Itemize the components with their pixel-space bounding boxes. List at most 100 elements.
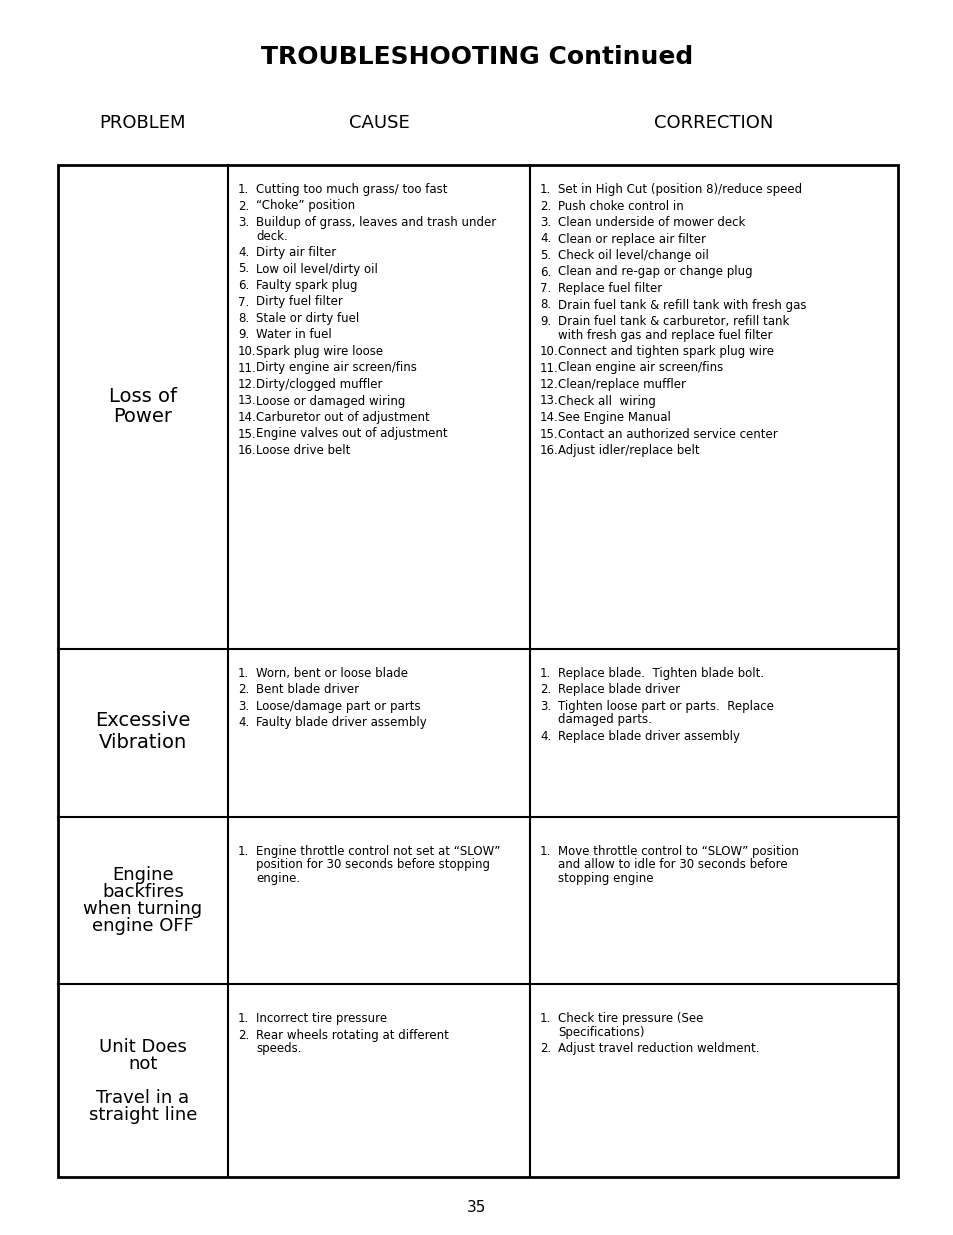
Text: Connect and tighten spark plug wire: Connect and tighten spark plug wire — [558, 345, 773, 358]
Text: Spark plug wire loose: Spark plug wire loose — [255, 345, 383, 358]
Text: 1.: 1. — [539, 183, 551, 196]
Text: Replace fuel filter: Replace fuel filter — [558, 282, 661, 295]
Text: Low oil level/dirty oil: Low oil level/dirty oil — [255, 263, 377, 275]
Text: 4.: 4. — [237, 246, 249, 259]
Text: Stale or dirty fuel: Stale or dirty fuel — [255, 312, 359, 325]
Text: CAUSE: CAUSE — [348, 114, 409, 132]
Text: Carburetor out of adjustment: Carburetor out of adjustment — [255, 411, 429, 424]
Text: 15.: 15. — [237, 427, 256, 441]
Text: Power: Power — [113, 408, 172, 426]
Text: Cutting too much grass/ too fast: Cutting too much grass/ too fast — [255, 183, 447, 196]
Text: 2.: 2. — [237, 683, 249, 697]
Text: Check tire pressure (See: Check tire pressure (See — [558, 1013, 702, 1025]
Bar — [58, 165, 897, 1177]
Text: speeds.: speeds. — [255, 1042, 301, 1056]
Text: Tighten loose part or parts.  Replace: Tighten loose part or parts. Replace — [558, 700, 773, 713]
Text: 5.: 5. — [539, 249, 551, 262]
Text: engine.: engine. — [255, 872, 300, 884]
Text: Clean underside of mower deck: Clean underside of mower deck — [558, 216, 744, 228]
Text: 6.: 6. — [237, 279, 249, 291]
Text: 5.: 5. — [237, 263, 249, 275]
Text: 7.: 7. — [237, 295, 249, 309]
Text: 3.: 3. — [237, 700, 249, 713]
Text: straight line: straight line — [89, 1105, 197, 1124]
Text: damaged parts.: damaged parts. — [558, 714, 651, 726]
Text: CORRECTION: CORRECTION — [654, 114, 773, 132]
Text: 13.: 13. — [539, 394, 558, 408]
Text: Loose drive belt: Loose drive belt — [255, 445, 350, 457]
Text: 2.: 2. — [237, 200, 249, 212]
Text: 3.: 3. — [237, 216, 249, 228]
Text: Dirty fuel filter: Dirty fuel filter — [255, 295, 342, 309]
Text: 12.: 12. — [539, 378, 558, 391]
Text: 2.: 2. — [237, 1029, 249, 1042]
Text: Set in High Cut (position 8)/reduce speed: Set in High Cut (position 8)/reduce spee… — [558, 183, 801, 196]
Text: Specifications): Specifications) — [558, 1026, 644, 1039]
Text: backfires: backfires — [102, 883, 184, 902]
Text: deck.: deck. — [255, 230, 288, 242]
Text: 3.: 3. — [539, 216, 551, 228]
Text: Clean or replace air filter: Clean or replace air filter — [558, 232, 705, 246]
Text: Clean and re-gap or change plug: Clean and re-gap or change plug — [558, 266, 752, 279]
Text: Faulty spark plug: Faulty spark plug — [255, 279, 357, 291]
Text: Loose/damage part or parts: Loose/damage part or parts — [255, 700, 420, 713]
Text: Loose or damaged wiring: Loose or damaged wiring — [255, 394, 405, 408]
Text: 16.: 16. — [237, 445, 256, 457]
Text: 4.: 4. — [237, 716, 249, 730]
Text: Check oil level/change oil: Check oil level/change oil — [558, 249, 708, 262]
Text: 13.: 13. — [237, 394, 256, 408]
Text: 2.: 2. — [539, 200, 551, 212]
Text: Replace blade.  Tighten blade bolt.: Replace blade. Tighten blade bolt. — [558, 667, 763, 679]
Text: 15.: 15. — [539, 427, 558, 441]
Text: 3.: 3. — [539, 700, 551, 713]
Text: 35: 35 — [467, 1199, 486, 1214]
Text: 2.: 2. — [539, 1042, 551, 1056]
Text: Clean engine air screen/fins: Clean engine air screen/fins — [558, 362, 722, 374]
Text: Replace blade driver: Replace blade driver — [558, 683, 679, 697]
Text: 4.: 4. — [539, 730, 551, 742]
Text: Rear wheels rotating at different: Rear wheels rotating at different — [255, 1029, 449, 1042]
Text: TROUBLESHOOTING Continued: TROUBLESHOOTING Continued — [260, 44, 693, 69]
Text: with fresh gas and replace fuel filter: with fresh gas and replace fuel filter — [558, 329, 772, 342]
Text: 11.: 11. — [539, 362, 558, 374]
Text: “Choke” position: “Choke” position — [255, 200, 355, 212]
Text: Faulty blade driver assembly: Faulty blade driver assembly — [255, 716, 426, 730]
Text: Contact an authorized service center: Contact an authorized service center — [558, 427, 777, 441]
Text: Drain fuel tank & refill tank with fresh gas: Drain fuel tank & refill tank with fresh… — [558, 299, 805, 311]
Text: Push choke control in: Push choke control in — [558, 200, 683, 212]
Text: 1.: 1. — [237, 183, 249, 196]
Text: and allow to idle for 30 seconds before: and allow to idle for 30 seconds before — [558, 858, 787, 871]
Text: 2.: 2. — [539, 683, 551, 697]
Text: 4.: 4. — [539, 232, 551, 246]
Text: Water in fuel: Water in fuel — [255, 329, 332, 342]
Text: 1.: 1. — [539, 845, 551, 857]
Text: Unit Does: Unit Does — [99, 1037, 187, 1056]
Text: Check all  wiring: Check all wiring — [558, 394, 655, 408]
Text: Adjust idler/replace belt: Adjust idler/replace belt — [558, 445, 699, 457]
Text: See Engine Manual: See Engine Manual — [558, 411, 670, 424]
Text: 11.: 11. — [237, 362, 256, 374]
Text: 1.: 1. — [237, 1013, 249, 1025]
Text: Buildup of grass, leaves and trash under: Buildup of grass, leaves and trash under — [255, 216, 496, 228]
Text: 9.: 9. — [539, 315, 551, 329]
Text: 1.: 1. — [539, 1013, 551, 1025]
Text: 1.: 1. — [539, 667, 551, 679]
Text: Bent blade driver: Bent blade driver — [255, 683, 358, 697]
Text: 16.: 16. — [539, 445, 558, 457]
Text: engine OFF: engine OFF — [92, 918, 193, 935]
Text: Engine valves out of adjustment: Engine valves out of adjustment — [255, 427, 447, 441]
Text: 9.: 9. — [237, 329, 249, 342]
Text: Worn, bent or loose blade: Worn, bent or loose blade — [255, 667, 408, 679]
Text: 10.: 10. — [237, 345, 256, 358]
Text: Excessive: Excessive — [95, 711, 191, 730]
Text: Loss of: Loss of — [109, 388, 177, 406]
Text: stopping engine: stopping engine — [558, 872, 653, 884]
Text: 1.: 1. — [237, 845, 249, 857]
Text: Dirty/clogged muffler: Dirty/clogged muffler — [255, 378, 382, 391]
Text: 8.: 8. — [237, 312, 249, 325]
Text: Move throttle control to “SLOW” position: Move throttle control to “SLOW” position — [558, 845, 798, 857]
Text: 8.: 8. — [539, 299, 551, 311]
Text: 12.: 12. — [237, 378, 256, 391]
Text: Adjust travel reduction weldment.: Adjust travel reduction weldment. — [558, 1042, 759, 1056]
Text: Replace blade driver assembly: Replace blade driver assembly — [558, 730, 740, 742]
